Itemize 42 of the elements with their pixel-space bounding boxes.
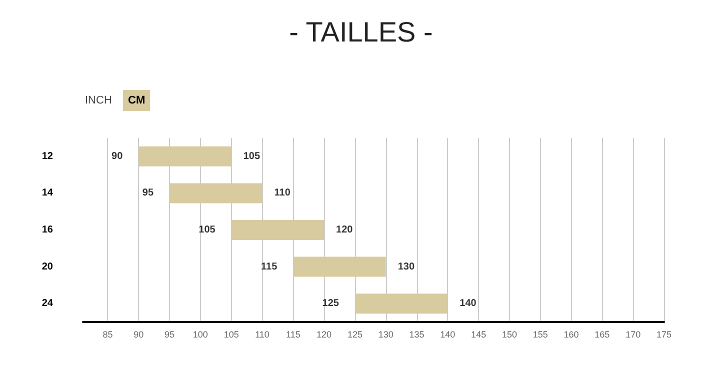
x-tick-label: 110 — [255, 330, 270, 340]
x-tick-label: 175 — [656, 330, 672, 340]
annotation: 125 — [322, 298, 340, 310]
x-tick-label: 100 — [192, 330, 208, 340]
x-tick-label: 170 — [626, 330, 641, 340]
text: INCH — [85, 94, 112, 106]
bar — [354, 294, 448, 314]
y-tick-label: 12 — [42, 150, 54, 162]
x-tick-label: 130 — [378, 330, 394, 340]
bar — [231, 220, 324, 240]
bar — [170, 183, 262, 204]
annotation: 105 — [198, 224, 216, 236]
x-tick-label: 145 — [471, 330, 486, 340]
x-tick-label: 95 — [164, 330, 175, 340]
annotation: 140 — [460, 298, 477, 310]
y-tick-label: 20 — [42, 261, 54, 272]
x-tick-label: 125 — [347, 330, 362, 340]
x-tick-label: 105 — [224, 330, 239, 340]
x-tick-label: 160 — [564, 330, 579, 340]
annotation: 105 — [243, 150, 260, 162]
x-tick-label: 150 — [502, 330, 517, 340]
x-tick-label: 140 — [440, 330, 456, 340]
x-tick-label: 115 — [286, 330, 300, 340]
annotation: 115 — [261, 261, 278, 272]
x-tick-label: 165 — [594, 330, 610, 340]
x-tick-label: 120 — [316, 330, 332, 340]
annotation: 110 — [274, 188, 291, 199]
y-tick-label: 16 — [42, 224, 54, 236]
x-tick-label: 135 — [409, 330, 424, 340]
annotation: 120 — [336, 224, 354, 236]
annotation: 130 — [398, 261, 415, 272]
annotation: 90 — [112, 150, 124, 162]
bar — [138, 146, 232, 166]
annotation: 95 — [142, 188, 154, 199]
y-tick-label: 24 — [42, 298, 54, 310]
x-tick-label: 90 — [134, 330, 144, 340]
bar — [293, 256, 386, 277]
text: CM — [128, 94, 146, 106]
x-tick-label: 155 — [532, 330, 548, 340]
x-tick-label: 85 — [102, 330, 113, 340]
chart-title: - TAILLES - — [289, 16, 433, 48]
y-tick-label: 14 — [42, 188, 54, 199]
